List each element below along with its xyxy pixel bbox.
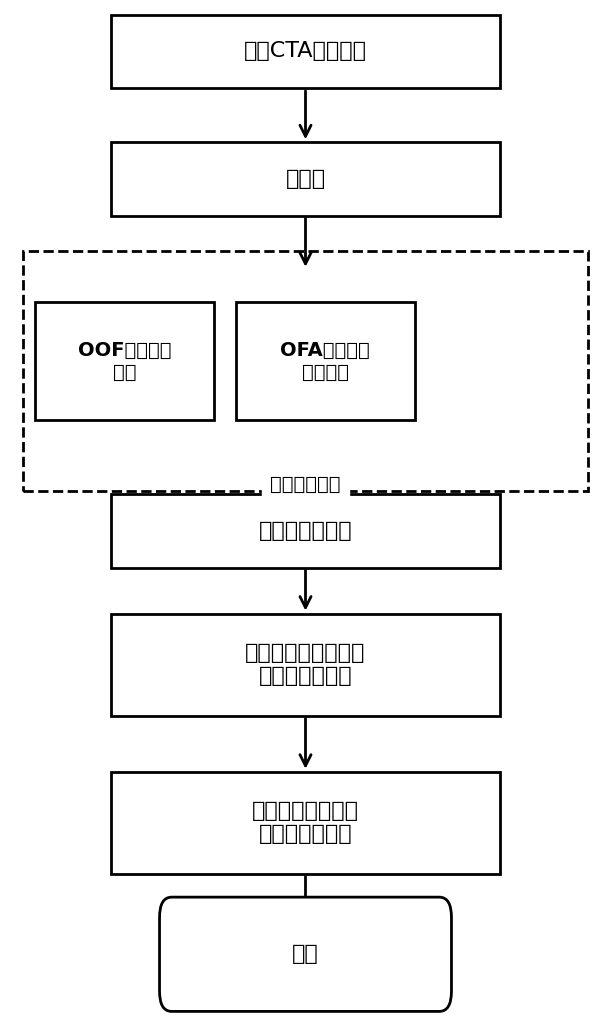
Text: 基于快速行进法的肝
脏血管初步分割: 基于快速行进法的肝 脏血管初步分割 [245, 642, 366, 686]
Text: 基于图割算法的肝
脏血管准确分割: 基于图割算法的肝 脏血管准确分割 [252, 801, 359, 844]
FancyBboxPatch shape [111, 14, 500, 88]
FancyBboxPatch shape [111, 142, 500, 216]
FancyBboxPatch shape [111, 494, 500, 568]
Text: 肝脏血管树提取: 肝脏血管树提取 [258, 521, 353, 541]
Text: 结束: 结束 [292, 944, 319, 965]
Text: OOF肝脏血管
增强: OOF肝脏血管 增强 [78, 341, 171, 382]
Bar [23, 252, 588, 491]
FancyBboxPatch shape [236, 303, 415, 419]
FancyBboxPatch shape [111, 614, 500, 715]
Text: 预处理: 预处理 [285, 169, 326, 189]
Text: OFA肝脏血管
边界检测: OFA肝脏血管 边界检测 [280, 341, 370, 382]
FancyBboxPatch shape [111, 771, 500, 874]
FancyBboxPatch shape [159, 897, 452, 1012]
Text: 血管中心细化: 血管中心细化 [270, 475, 341, 493]
Text: 肝脏CTA序列图像: 肝脏CTA序列图像 [244, 41, 367, 61]
FancyBboxPatch shape [35, 303, 214, 419]
